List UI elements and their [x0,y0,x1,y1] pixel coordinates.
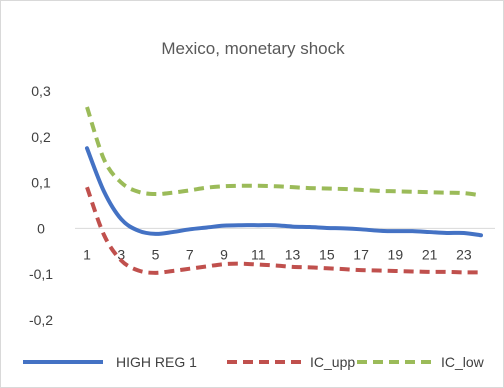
x-tick-label: 21 [422,246,438,262]
legend-label-1: IC_upp [310,354,355,370]
x-tick-label: 23 [456,246,472,262]
y-tick-label: -0,2 [29,312,53,328]
y-tick-label: 0 [37,220,45,236]
legend-label-2: IC_low [441,354,485,370]
series-lines [85,106,483,275]
x-tick-label: 11 [251,246,266,262]
x-tick-label: 3 [117,246,125,262]
legend: HIGH REG 1 IC_upp IC_low [23,354,485,370]
x-tick-label: 13 [285,246,301,262]
x-tick-label: 17 [353,246,369,262]
y-tick-label: 0,1 [31,175,51,191]
x-tick-label: 19 [388,246,404,262]
legend-label-0: HIGH REG 1 [116,354,197,370]
y-tick-label: 0,3 [31,83,51,99]
x-tick-label: 5 [152,246,160,262]
x-tick-label: 15 [319,246,335,262]
series-line-1 [85,186,482,275]
x-axis-ticks: 1 3 5 7 9 11 13 15 17 19 21 23 [83,246,472,262]
chart-title: Mexico, monetary shock [161,39,345,58]
series-line-0 [85,146,483,238]
y-tick-label: -0,1 [29,266,53,282]
series-line-2 [85,106,482,198]
x-tick-label: 9 [220,246,228,262]
x-tick-label: 1 [83,246,91,262]
x-tick-label: 7 [186,246,194,262]
y-axis-ticks: 0,3 0,2 0,1 0 -0,1 -0,2 [29,83,53,328]
y-tick-label: 0,2 [31,129,51,145]
